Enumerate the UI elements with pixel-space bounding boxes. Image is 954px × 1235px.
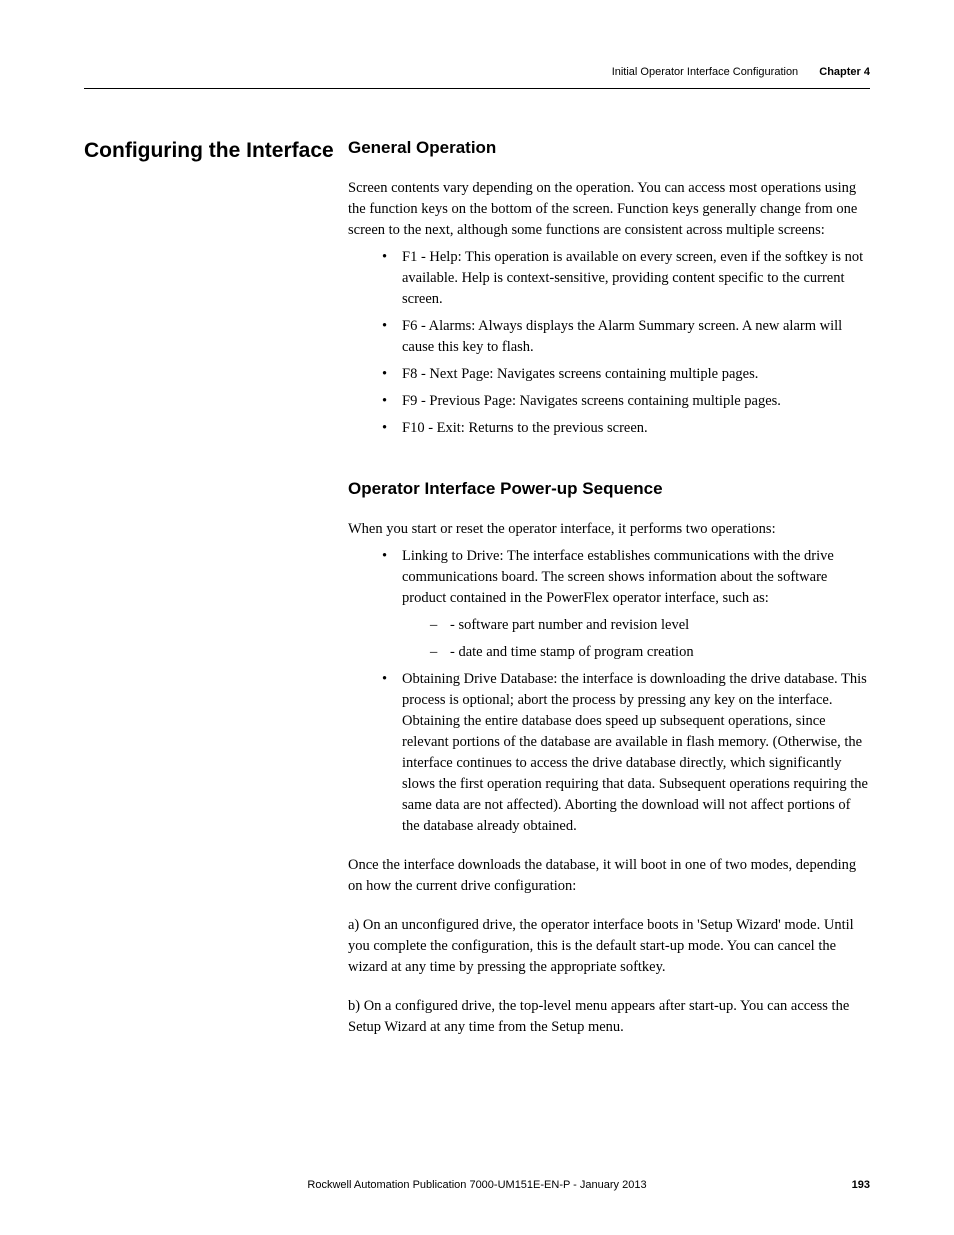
sub-list-item: - software part number and revision leve… — [430, 615, 870, 636]
paragraph: a) On an unconfigured drive, the operato… — [348, 915, 870, 978]
sub-list-item: - date and time stamp of program creatio… — [430, 642, 870, 663]
list-item: F8 - Next Page: Navigates screens contai… — [382, 364, 870, 385]
header-rule — [84, 88, 870, 89]
page-container: Initial Operator Interface Configuration… — [0, 0, 954, 1235]
powerup-list: Linking to Drive: The interface establis… — [348, 546, 870, 837]
sub-list: - software part number and revision leve… — [402, 615, 870, 663]
list-item: F10 - Exit: Returns to the previous scre… — [382, 418, 870, 439]
footer: Rockwell Automation Publication 7000-UM1… — [84, 1179, 870, 1191]
header-section-name: Initial Operator Interface Configuration — [612, 66, 799, 78]
paragraph: When you start or reset the operator int… — [348, 519, 870, 540]
function-key-list: F1 - Help: This operation is available o… — [348, 247, 870, 439]
list-item: Linking to Drive: The interface establis… — [382, 546, 870, 663]
left-column: Configuring the Interface — [84, 138, 348, 1045]
right-column: General Operation Screen contents vary d… — [348, 138, 870, 1045]
list-item-text: Linking to Drive: The interface establis… — [402, 548, 834, 606]
list-item: Obtaining Drive Database: the interface … — [382, 669, 870, 837]
section-title: Configuring the Interface — [84, 138, 348, 163]
header-chapter-label: Chapter 4 — [819, 66, 870, 78]
running-header: Initial Operator Interface Configuration… — [612, 66, 870, 78]
subheading-general-operation: General Operation — [348, 138, 870, 158]
paragraph: b) On a configured drive, the top-level … — [348, 996, 870, 1038]
list-item: F9 - Previous Page: Navigates screens co… — [382, 391, 870, 412]
footer-publication: Rockwell Automation Publication 7000-UM1… — [307, 1179, 646, 1191]
paragraph: Screen contents vary depending on the op… — [348, 178, 870, 241]
content-area: Configuring the Interface General Operat… — [84, 138, 870, 1045]
list-item: F6 - Alarms: Always displays the Alarm S… — [382, 316, 870, 358]
list-item: F1 - Help: This operation is available o… — [382, 247, 870, 310]
subheading-powerup: Operator Interface Power-up Sequence — [348, 479, 870, 499]
content-row: Configuring the Interface General Operat… — [84, 138, 870, 1045]
paragraph: Once the interface downloads the databas… — [348, 855, 870, 897]
footer-page-number: 193 — [852, 1179, 870, 1191]
